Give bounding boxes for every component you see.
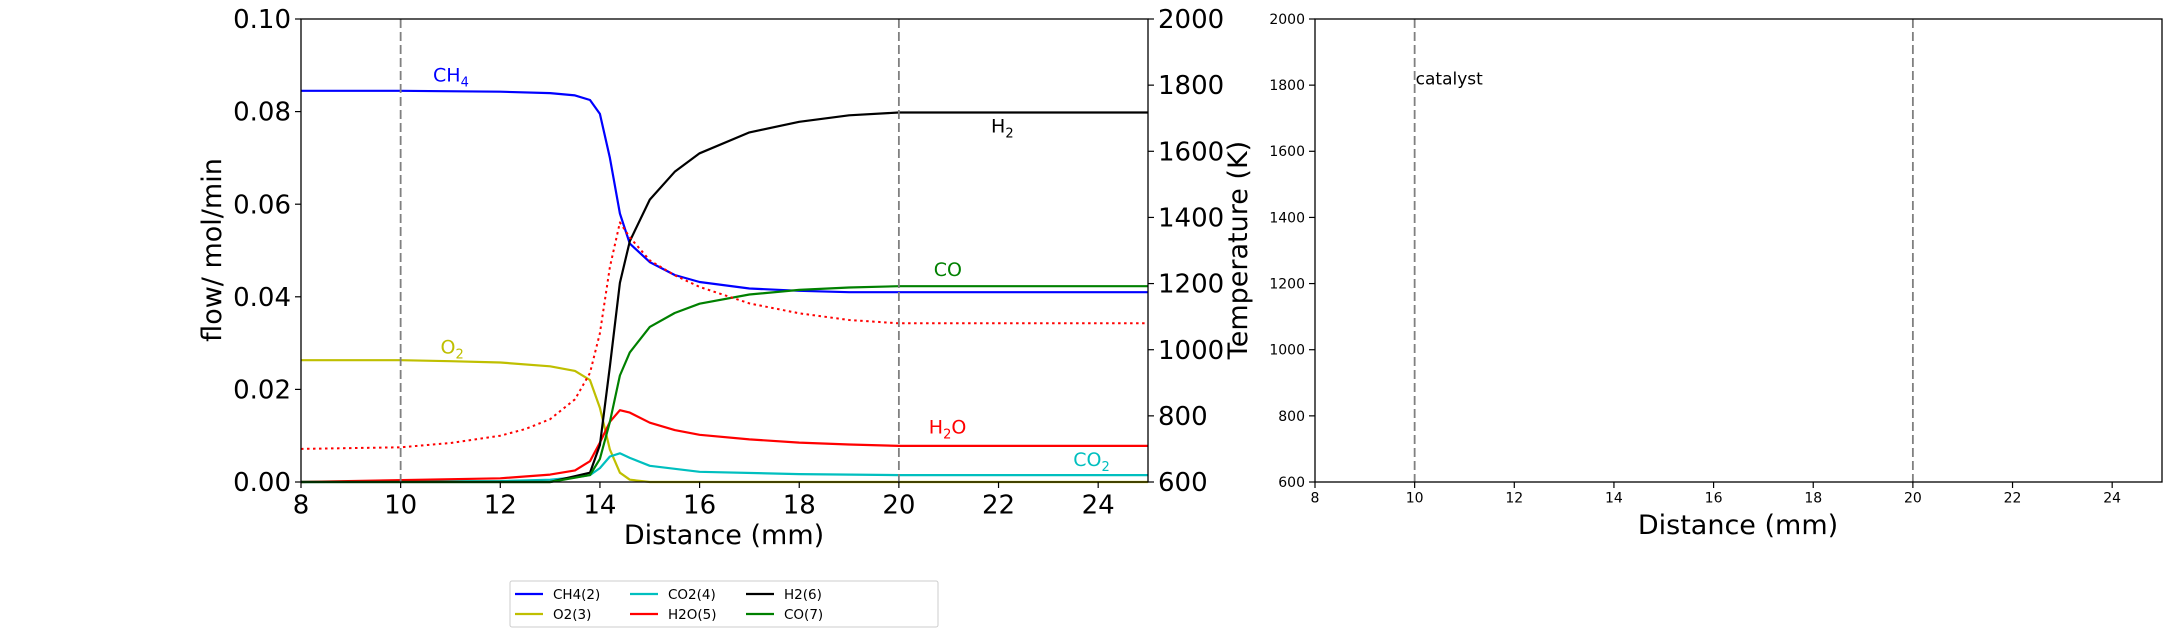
left-x-tick-label-12: 12 [484, 490, 517, 520]
catalyst-annotation: catalyst [1416, 70, 1483, 90]
left-x-tick-label-18: 18 [783, 490, 816, 520]
temperature-y-tick-label-800: 800 [1158, 402, 1208, 432]
right-x-tick-label-22: 22 [2004, 491, 2022, 507]
left-plot-annotations: CH4 H2 CO O2 H2O CO2 [433, 65, 1110, 475]
annotation-ch4-label: CH4 [433, 65, 469, 91]
temperature-y-tick-label-1800: 1800 [1158, 71, 1224, 101]
right-plot-boundary-lines [1413, 19, 1914, 482]
legend-label-o2-3: O2(3) [553, 607, 591, 623]
right-x-tick-label-24: 24 [2103, 491, 2121, 507]
temperature-y-tick-label-2000: 2000 [1158, 5, 1224, 35]
right-x-tick-label-12: 12 [1505, 491, 1523, 507]
legend-label-ch4-2: CH4(2) [553, 587, 600, 603]
left-x-tick-label-14: 14 [583, 490, 616, 520]
annotation-h2o-label: H2O [929, 416, 967, 442]
temperature-y-tick-label-1400: 1400 [1158, 204, 1224, 234]
legend-label-co-7: CO(7) [784, 607, 823, 623]
series-o2-3-line [301, 359, 1148, 484]
series-co-7-line [301, 285, 1148, 484]
left-plot-frame [300, 18, 1149, 483]
flow-y-tick-label-0-06: 0.06 [233, 190, 291, 220]
left-x-tick-label-24: 24 [1082, 490, 1115, 520]
flow-y-tick-label-0-02: 0.02 [233, 376, 291, 406]
series-ch4-2-line [301, 89, 1148, 294]
right-x-tick-label-10: 10 [1406, 491, 1424, 507]
temperature-y-tick-label-1200: 1200 [1158, 270, 1224, 300]
right-x-tick-label-16: 16 [1705, 491, 1723, 507]
right-plot-y-tick-label-1000: 1000 [1269, 343, 1305, 359]
right-plot-y-tick-label-1200: 1200 [1269, 276, 1305, 292]
left-x-tick-label-10: 10 [384, 490, 417, 520]
left-x-tick-label-22: 22 [982, 490, 1015, 520]
right-plot-y-tick-label-1800: 1800 [1269, 78, 1305, 94]
left-x-tick-label-8: 8 [293, 490, 310, 520]
right-plot: 8 10 12 14 16 18 20 22 24 600 800 1000 1200 1400 1600 1… [1269, 12, 2163, 541]
annotation-co2-label: CO2 [1073, 449, 1110, 475]
temperature-y-tick-label-1600: 1600 [1158, 137, 1224, 167]
legend-label-co2-4: CO2(4) [668, 587, 716, 603]
left-x-axis-label: Distance (mm) [624, 520, 824, 551]
series-temperature-line [300, 221, 1148, 450]
flow-y-tick-label-0-04: 0.04 [233, 283, 291, 313]
right-plot-y-tick-label-1600: 1600 [1269, 144, 1305, 160]
left-x-tick-label-16: 16 [683, 490, 716, 520]
right-plot-y-tick-label-600: 600 [1278, 475, 1305, 491]
annotation-h2-label: H2 [991, 115, 1014, 141]
annotation-co-label: CO [934, 259, 962, 281]
legend: CH4(2) O2(3) CO2(4) H2O(5) H2(6) CO(7) [509, 580, 939, 628]
flow-y-tick-label-0-00: 0.00 [233, 468, 291, 498]
flow-y-tick-label-0-08: 0.08 [233, 98, 291, 128]
right-plot-y-tick-label-2000: 2000 [1269, 12, 1305, 28]
right-x-axis-label: Distance (mm) [1638, 510, 1838, 541]
left-plot-ticks: 8 10 12 14 16 18 20 22 24 0.00 0.02 0.04 0.06 0.08 0.1… [233, 5, 1224, 520]
series-h2o-5-line [300, 409, 1148, 484]
temperature-y-tick-label-1000: 1000 [1158, 336, 1224, 366]
series-h2-6-line [301, 111, 1148, 484]
right-x-tick-label-20: 20 [1904, 491, 1922, 507]
right-plot-y-tick-label-800: 800 [1278, 409, 1305, 425]
annotation-o2-label: O2 [441, 337, 464, 363]
left-x-tick-label-20: 20 [882, 490, 915, 520]
right-y-axis-label: Temperature (K) [1223, 141, 1254, 360]
right-plot-y-tick-label-1400: 1400 [1269, 210, 1305, 226]
left-plot-series [300, 89, 1148, 484]
left-plot-boundary-lines [399, 19, 900, 482]
legend-label-h2-6: H2(6) [784, 587, 822, 603]
legend-label-h2o-5: H2O(5) [668, 607, 717, 623]
temperature-y-tick-label-600: 600 [1158, 468, 1208, 498]
legend-frame [509, 580, 939, 628]
right-x-tick-label-8: 8 [1311, 491, 1320, 507]
left-y-axis-label: flow/ mol/min [197, 158, 228, 342]
left-plot: 8 10 12 14 16 18 20 22 24 0.00 0.02 0.04 0.06 0.08 0.1… [197, 5, 1254, 551]
right-plot-ticks: 8 10 12 14 16 18 20 22 24 600 800 1000 1200 1400 1600 1… [1269, 12, 2121, 507]
flow-y-tick-label-0-10: 0.10 [233, 5, 291, 35]
right-plot-frame [1314, 18, 2163, 483]
right-x-tick-label-14: 14 [1605, 491, 1623, 507]
right-x-tick-label-18: 18 [1804, 491, 1822, 507]
series-co2-4-line [300, 452, 1148, 484]
